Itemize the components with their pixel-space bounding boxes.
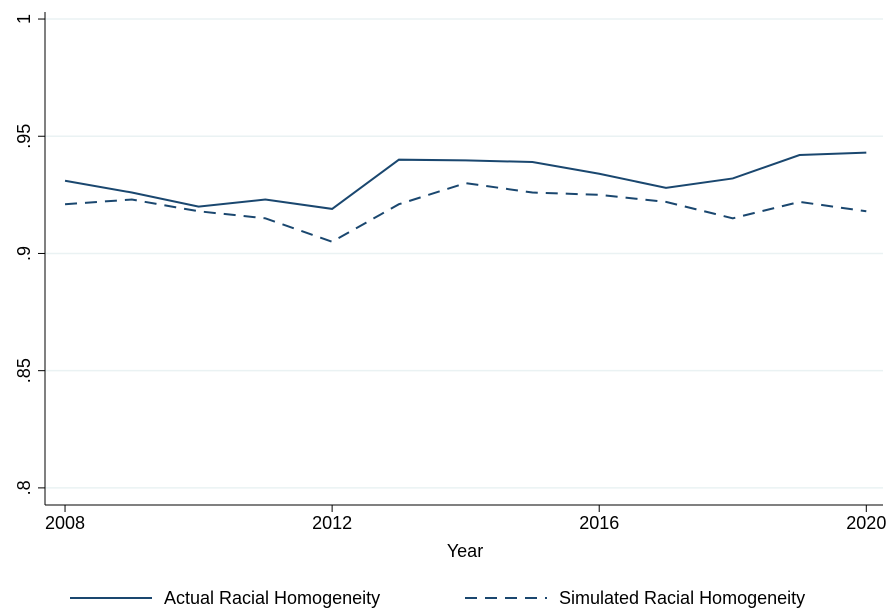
x-tick-label: 2020 — [846, 513, 886, 533]
legend-label: Simulated Racial Homogeneity — [559, 588, 805, 608]
y-tick-label: .9 — [14, 246, 34, 261]
x-tick-label: 2012 — [312, 513, 352, 533]
x-axis-title: Year — [447, 541, 483, 561]
series-line — [64, 151, 867, 210]
y-tick-label: .85 — [14, 358, 34, 383]
y-tick-label: 1 — [14, 14, 34, 24]
x-tick-label: 2008 — [45, 513, 85, 533]
x-tick-label: 2016 — [579, 513, 619, 533]
series-line — [64, 182, 867, 243]
y-tick-label: .95 — [14, 124, 34, 149]
legend-label: Actual Racial Homogeneity — [164, 588, 380, 608]
y-tick-label: .8 — [14, 480, 34, 495]
